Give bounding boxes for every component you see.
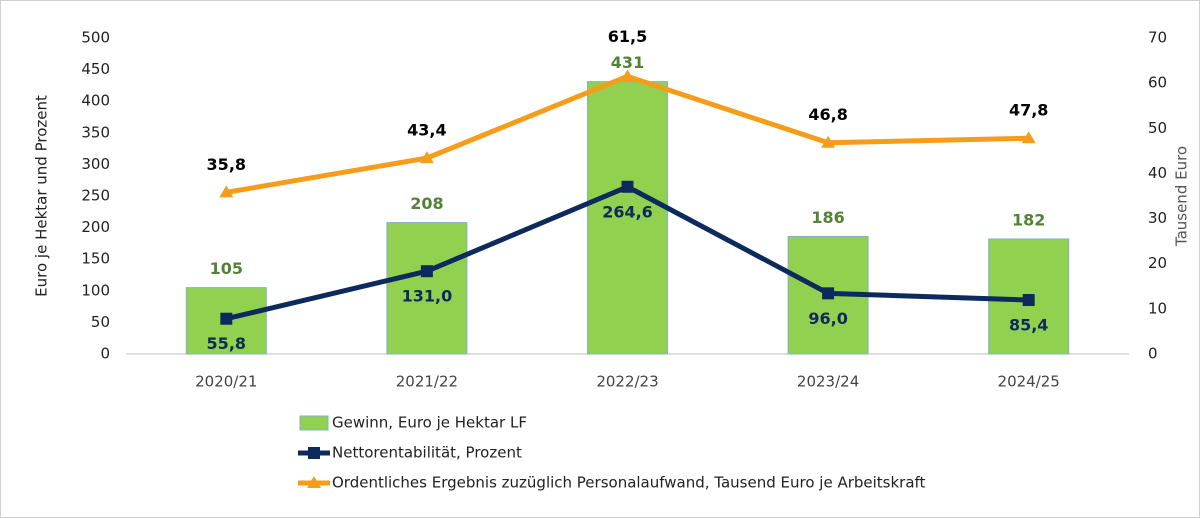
bar-value-label: 186	[811, 208, 844, 227]
legend-swatch	[299, 415, 329, 431]
y-tick-label: 100	[81, 281, 110, 299]
y-tick-label: 50	[91, 313, 110, 331]
marker	[621, 180, 634, 193]
marker	[420, 265, 433, 278]
x-tick-label: 2021/22	[396, 373, 458, 391]
y2-tick-label: 0	[1148, 345, 1158, 363]
line-value-label: 43,4	[407, 121, 446, 140]
line-value-label: 35,8	[207, 155, 246, 174]
y-tick-label: 350	[81, 123, 110, 141]
legend-marker	[307, 476, 321, 488]
marker	[219, 185, 234, 198]
y-tick-label: 0	[100, 345, 110, 363]
bar-value-label: 208	[410, 194, 443, 213]
y2-tick-label: 70	[1148, 29, 1167, 47]
marker	[1022, 294, 1035, 307]
legend-label: Gewinn, Euro je Hektar LF	[332, 414, 527, 432]
line-value-label: 85,4	[1009, 316, 1048, 335]
legend-marker	[308, 447, 320, 459]
y-axis-title: Euro je Hektar und Prozent	[33, 95, 51, 297]
line-value-label: 61,5	[608, 27, 647, 46]
marker	[1021, 131, 1036, 144]
bar-value-label: 105	[210, 259, 243, 278]
bar-value-label: 431	[611, 53, 644, 72]
y2-tick-label: 10	[1148, 299, 1167, 317]
line-value-label: 46,8	[808, 105, 847, 124]
bar	[386, 222, 468, 355]
y2-tick-label: 30	[1148, 209, 1167, 227]
y2-tick-label: 40	[1148, 164, 1167, 182]
y-tick-label: 500	[81, 29, 110, 47]
bar-value-label: 182	[1012, 210, 1045, 229]
x-tick-label: 2020/21	[195, 373, 257, 391]
y2-axis-title: Tausend Euro	[1173, 146, 1191, 247]
line-value-label: 264,6	[602, 202, 653, 221]
bar	[587, 81, 668, 355]
y2-tick-label: 60	[1148, 74, 1167, 92]
y2-tick-label: 20	[1148, 254, 1167, 272]
y-tick-label: 150	[81, 250, 110, 268]
x-tick-label: 2024/25	[998, 373, 1060, 391]
y-tick-label: 200	[81, 218, 110, 236]
legend-label: Ordentliches Ergebnis zuzüglich Personal…	[332, 474, 926, 492]
line-value-label: 131,0	[402, 287, 453, 306]
y-tick-label: 300	[81, 155, 110, 173]
line-value-label: 47,8	[1009, 101, 1048, 120]
y-tick-label: 400	[81, 92, 110, 110]
marker	[821, 135, 836, 148]
line-value-label: 96,0	[808, 309, 847, 328]
y-tick-label: 250	[81, 187, 110, 205]
marker	[620, 69, 635, 82]
y-tick-label: 450	[81, 60, 110, 78]
legend-label: Nettorentabilität, Prozent	[332, 444, 522, 462]
x-tick-label: 2023/24	[797, 373, 859, 391]
marker	[419, 151, 434, 164]
marker	[220, 312, 233, 325]
x-tick-label: 2022/23	[596, 373, 658, 391]
y2-tick-label: 50	[1148, 119, 1167, 137]
line-value-label: 55,8	[207, 334, 246, 353]
marker	[822, 287, 835, 300]
